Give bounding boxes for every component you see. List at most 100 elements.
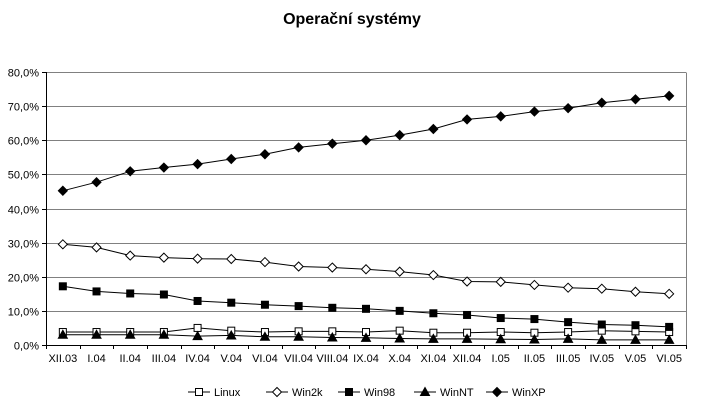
data-point-win2k <box>259 256 271 268</box>
data-point-win98 <box>665 322 674 331</box>
data-point-winxp <box>461 114 473 125</box>
legend-item-winxp: WinXP <box>486 386 546 399</box>
legend-label: Win2k <box>292 387 323 399</box>
series-win98 <box>58 282 674 331</box>
x-tick-label: VII.04 <box>284 353 313 365</box>
data-point-win2k <box>596 283 607 294</box>
x-tick-label: V.05 <box>625 353 647 365</box>
data-point-win2k <box>293 261 304 272</box>
axes: 0,0% 10,0% 20,0% 30,0% 40,0% 50,0% 60,0% 70,0% 8… <box>8 68 687 365</box>
y-tick-label: 50,0% <box>8 170 39 182</box>
y-tick-label: 80,0% <box>8 68 39 80</box>
y-tick-label: 0,0% <box>14 341 39 353</box>
data-point-win98 <box>362 304 370 313</box>
x-tick-label: III.04 <box>152 353 176 365</box>
data-point-win98 <box>564 318 573 327</box>
data-point-win2k <box>394 266 405 277</box>
data-point-win98 <box>395 306 404 315</box>
y-tick-label: 20,0% <box>8 273 39 285</box>
y-tick-label: 60,0% <box>8 136 39 148</box>
data-point-win98 <box>58 282 67 291</box>
data-point-winnt <box>192 330 203 341</box>
data-point-winnt <box>562 333 574 343</box>
x-tick-label: III.05 <box>556 353 580 365</box>
data-point-win98 <box>92 287 101 296</box>
legend-item-linux: Linux <box>188 387 241 399</box>
gridlines <box>46 72 687 346</box>
x-tick-label: XI.04 <box>421 353 447 365</box>
data-point-winnt <box>225 329 237 340</box>
data-point-winxp <box>192 158 203 170</box>
legend-marker-winxp <box>491 386 503 398</box>
data-point-winxp <box>630 94 641 105</box>
data-point-win98 <box>260 300 269 309</box>
x-tick-label: II.05 <box>524 353 545 365</box>
series-winxp <box>57 90 675 196</box>
legend-item-win2k: Win2k <box>266 386 323 399</box>
data-point-win2k <box>663 288 675 300</box>
y-tick-label: 70,0% <box>8 102 39 114</box>
data-point-winxp <box>529 106 540 117</box>
data-point-winxp <box>158 162 170 173</box>
data-point-winnt <box>461 333 473 343</box>
data-point-winxp <box>495 111 506 122</box>
x-tick-label: IV.05 <box>589 353 614 365</box>
data-point-winnt <box>124 329 136 339</box>
data-point-winxp <box>663 90 675 102</box>
data-point-winxp <box>293 142 304 153</box>
data-point-winnt <box>394 332 406 343</box>
data-point-winxp <box>596 97 607 108</box>
x-tick-label: XII.04 <box>453 353 482 365</box>
data-point-winxp <box>125 166 136 177</box>
data-point-winnt <box>630 334 641 344</box>
data-point-win2k <box>192 253 203 264</box>
legend: Linux Win2k Win98 WinNT WinXP <box>188 386 546 399</box>
data-point-win98 <box>126 289 135 298</box>
legend-marker-win2k <box>271 386 283 398</box>
x-tick-label: VI.05 <box>656 353 682 365</box>
data-point-win2k <box>360 264 372 275</box>
data-point-winnt <box>91 329 102 339</box>
data-point-winxp <box>57 185 69 196</box>
data-point-win2k <box>428 269 439 281</box>
data-point-win98 <box>193 296 202 305</box>
data-point-winnt <box>663 334 675 344</box>
x-tick-label: X.04 <box>388 353 411 365</box>
data-point-winxp <box>360 135 372 146</box>
data-point-win98 <box>597 320 606 329</box>
x-tick-label: I.05 <box>492 353 510 365</box>
legend-marker-winnt <box>419 386 431 396</box>
legend-marker-linux <box>195 388 203 396</box>
series-win2k <box>57 239 675 300</box>
data-point-winnt <box>495 333 507 344</box>
data-point-winnt <box>259 331 271 341</box>
data-point-winnt <box>57 329 69 339</box>
data-point-win2k <box>495 276 506 288</box>
data-point-win98 <box>227 298 236 307</box>
y-tick-label: 40,0% <box>8 205 39 217</box>
legend-item-winnt: WinNT <box>414 386 474 399</box>
data-point-win98 <box>463 310 472 319</box>
data-point-win2k <box>158 252 170 263</box>
data-point-winxp <box>394 129 405 141</box>
data-point-winxp <box>327 138 338 149</box>
legend-label: WinNT <box>440 387 474 399</box>
legend-item-win98: Win98 <box>338 387 395 399</box>
series-group <box>57 90 675 344</box>
x-tick-label: IX.04 <box>353 353 379 365</box>
data-point-winxp <box>259 149 271 160</box>
data-point-win2k <box>630 286 641 297</box>
data-point-win2k <box>529 279 540 291</box>
data-point-win98 <box>530 315 539 324</box>
data-point-winnt <box>360 332 372 342</box>
data-point-win2k <box>91 242 102 253</box>
data-point-winxp <box>562 102 574 114</box>
x-tick-label: IV.04 <box>185 353 210 365</box>
data-point-win98 <box>328 303 337 312</box>
x-tick-label: V.04 <box>220 353 242 365</box>
y-tick-label: 10,0% <box>8 307 39 319</box>
data-point-win2k <box>125 250 136 261</box>
x-tick-label: VIII.04 <box>316 353 348 365</box>
data-point-win2k <box>562 282 574 293</box>
data-point-winnt <box>529 334 540 344</box>
